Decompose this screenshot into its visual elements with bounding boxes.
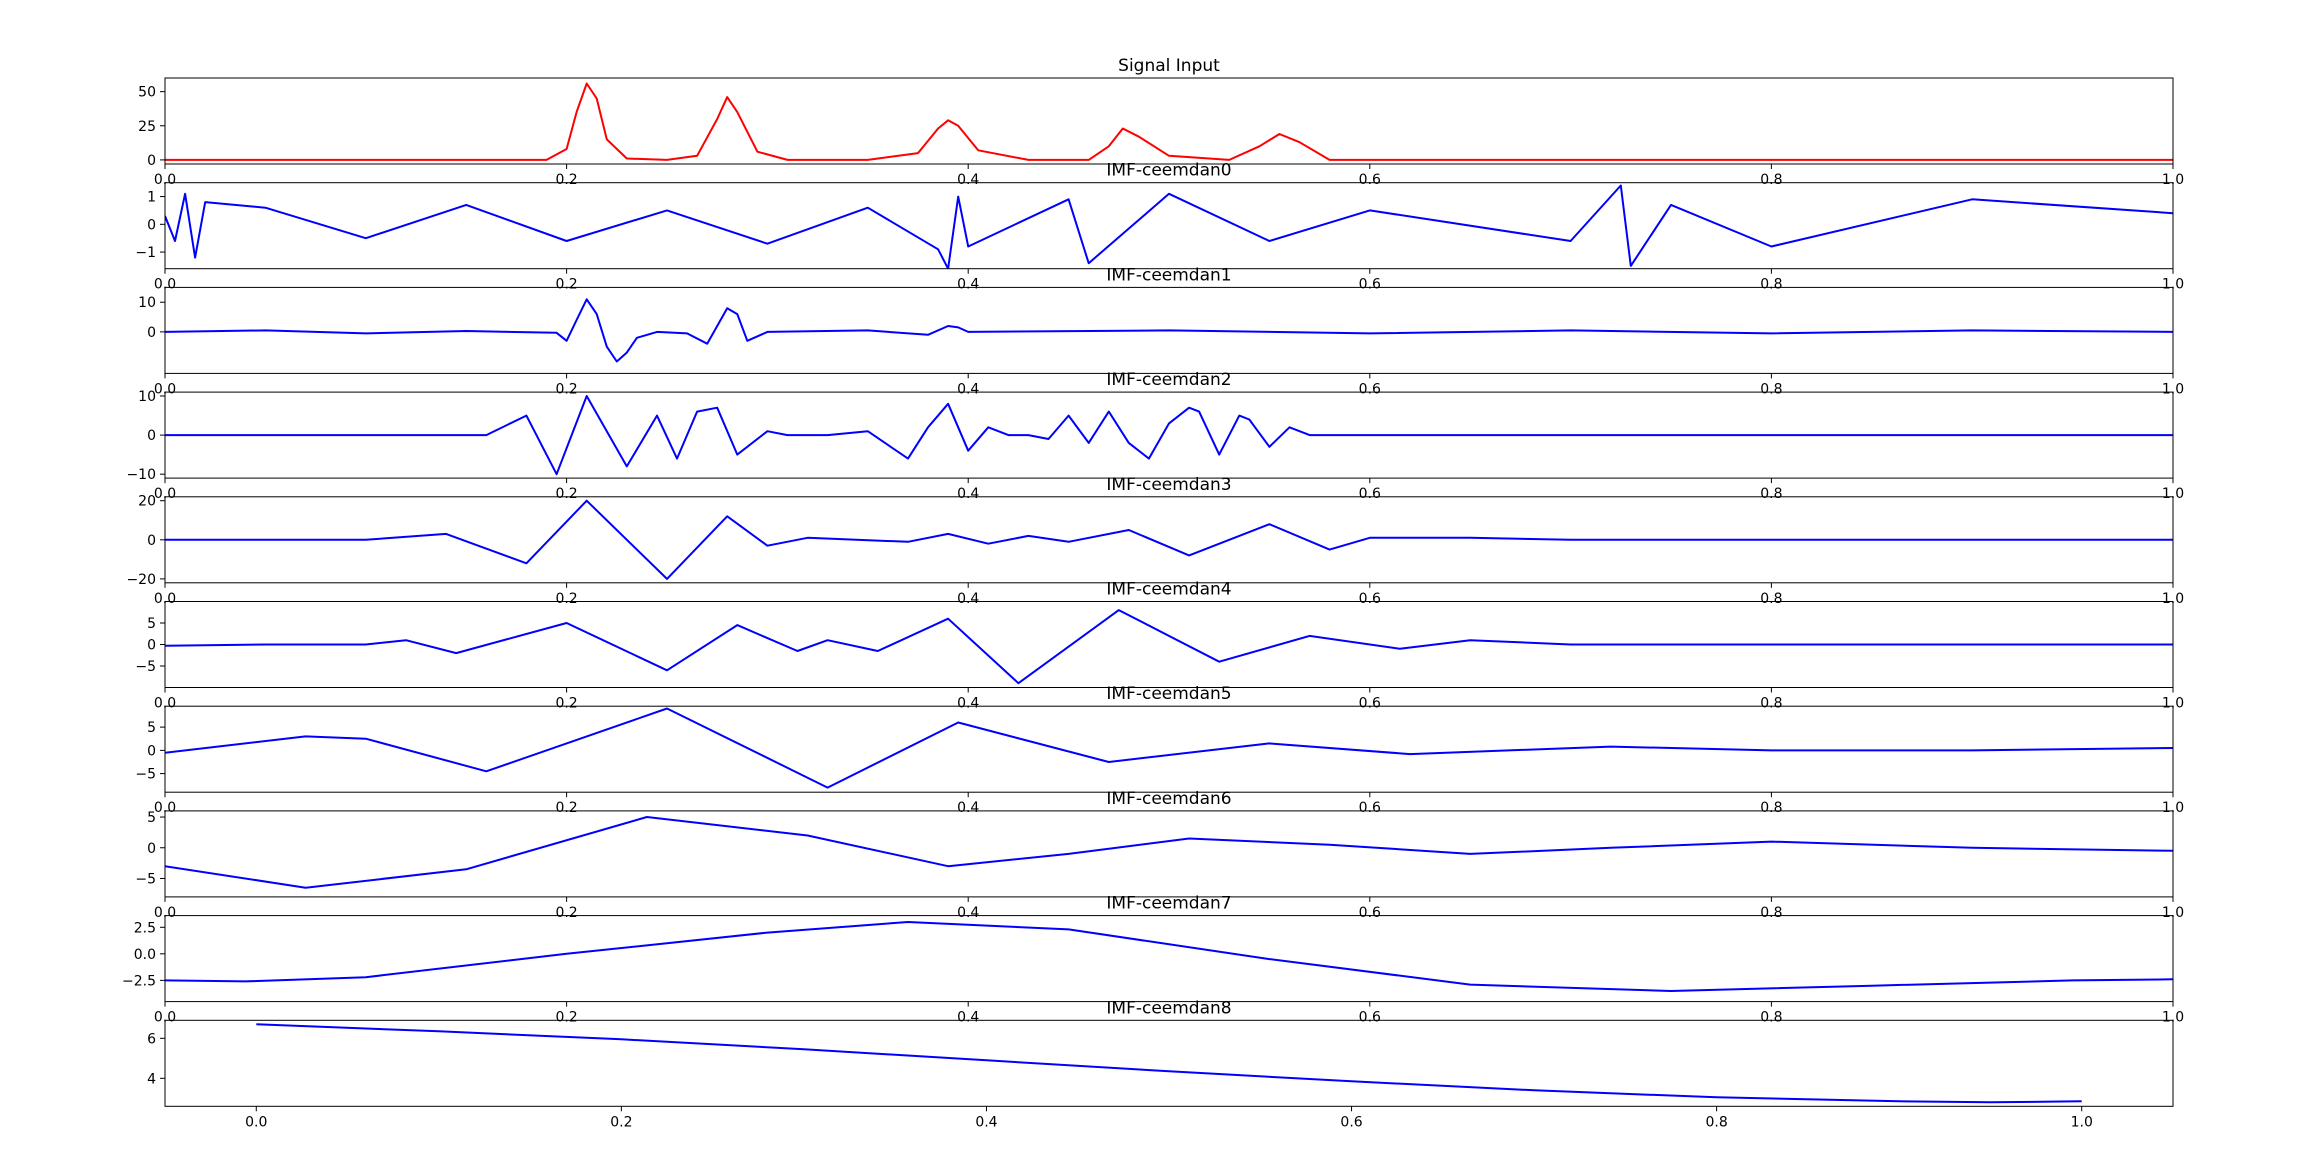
series-line-imf1 bbox=[165, 299, 2173, 361]
y-tick-label: −20 bbox=[126, 572, 156, 588]
y-tick-label: −5 bbox=[135, 659, 156, 675]
axes-frame bbox=[165, 78, 2173, 164]
series-line-imf5 bbox=[165, 709, 2173, 788]
series-line-imf6 bbox=[165, 817, 2173, 888]
y-tick-label: 0 bbox=[147, 638, 156, 654]
subplot-title: IMF-ceemdan7 bbox=[1106, 894, 1231, 914]
y-tick-label: 5 bbox=[147, 810, 156, 826]
x-tick-label: 0.4 bbox=[957, 277, 979, 293]
x-tick-label: 0.2 bbox=[555, 381, 577, 397]
subplot-title: IMF-ceemdan5 bbox=[1106, 684, 1231, 704]
y-tick-label: 2.5 bbox=[134, 920, 156, 936]
x-tick-label: 0.4 bbox=[957, 800, 979, 816]
axes-frame bbox=[165, 916, 2173, 1002]
x-tick-label: 0.6 bbox=[1359, 486, 1381, 502]
x-tick-label: 0.6 bbox=[1359, 591, 1381, 607]
x-tick-label: 0.2 bbox=[555, 696, 577, 712]
subplot-title: IMF-ceemdan6 bbox=[1106, 789, 1231, 809]
axes-frame bbox=[165, 811, 2173, 897]
y-tick-label: 0 bbox=[147, 743, 156, 759]
x-tick-label: 0.8 bbox=[1760, 1010, 1782, 1026]
x-tick-label: 0.2 bbox=[610, 1114, 632, 1130]
x-tick-label: 0.8 bbox=[1760, 486, 1782, 502]
figure: Signal Input0.0 0.2 0.4 0.6 0.8 1.002550IMF-c… bbox=[0, 0, 2324, 1168]
x-tick-label: 0.8 bbox=[1706, 1114, 1728, 1130]
x-tick-label: 0.8 bbox=[1760, 696, 1782, 712]
y-tick-label: 0 bbox=[147, 153, 156, 169]
x-tick-label: 0.0 bbox=[245, 1114, 267, 1130]
y-tick-label: 0 bbox=[147, 533, 156, 549]
y-tick-label: 5 bbox=[147, 720, 156, 736]
x-tick-label: 0.4 bbox=[957, 486, 979, 502]
x-tick-label: 0.8 bbox=[1760, 172, 1782, 188]
y-tick-label: −1 bbox=[135, 245, 156, 261]
x-tick-label: 0.6 bbox=[1359, 1010, 1381, 1026]
subplot-title: IMF-ceemdan0 bbox=[1106, 161, 1231, 181]
axes-frame bbox=[165, 706, 2173, 792]
series-line-imf2 bbox=[165, 396, 2173, 474]
x-tick-label: 0.8 bbox=[1760, 381, 1782, 397]
y-tick-label: 6 bbox=[147, 1031, 156, 1047]
x-tick-label: 0.6 bbox=[1359, 800, 1381, 816]
x-tick-label: 0.8 bbox=[1760, 800, 1782, 816]
x-tick-label: 0.6 bbox=[1359, 172, 1381, 188]
x-tick-label: 0.2 bbox=[555, 591, 577, 607]
y-tick-label: −2.5 bbox=[122, 973, 156, 989]
x-tick-label: 0.6 bbox=[1359, 277, 1381, 293]
y-tick-label: 10 bbox=[138, 389, 156, 405]
x-tick-label: 0.8 bbox=[1760, 905, 1782, 921]
y-tick-label: 10 bbox=[138, 295, 156, 311]
subplot-title: IMF-ceemdan3 bbox=[1106, 475, 1231, 495]
y-tick-label: 4 bbox=[147, 1071, 156, 1087]
subplot-title: IMF-ceemdan4 bbox=[1106, 580, 1231, 600]
series-line-imf3 bbox=[165, 501, 2173, 579]
x-tick-label: 0.6 bbox=[1359, 905, 1381, 921]
x-tick-label: 0.2 bbox=[555, 172, 577, 188]
y-tick-label: 5 bbox=[147, 616, 156, 632]
subplot-9: IMF-ceemdan8 0.0 0.2 0.4 0.6 0.8 1.0 4 6 bbox=[147, 998, 2173, 1130]
x-tick-label: 0.4 bbox=[957, 1010, 979, 1026]
subplot-title: IMF-ceemdan2 bbox=[1106, 370, 1231, 390]
y-tick-label: 0 bbox=[147, 217, 156, 233]
x-tick-label: 0.2 bbox=[555, 486, 577, 502]
x-tick-label: 0.2 bbox=[555, 800, 577, 816]
series-line-imf7 bbox=[165, 922, 2173, 991]
y-tick-label: −5 bbox=[135, 767, 156, 783]
y-tick-label: 0 bbox=[147, 428, 156, 444]
subplot-title: IMF-ceemdan8 bbox=[1106, 998, 1231, 1018]
y-tick-label: −10 bbox=[126, 467, 156, 483]
x-tick-label: 0.2 bbox=[555, 1010, 577, 1026]
x-tick-label: 0.4 bbox=[975, 1114, 997, 1130]
x-tick-label: 0.8 bbox=[1760, 277, 1782, 293]
axes-frame bbox=[165, 183, 2173, 269]
x-tick-label: 0.4 bbox=[957, 591, 979, 607]
y-tick-label: 50 bbox=[138, 85, 156, 101]
y-tick-label: 20 bbox=[138, 494, 156, 510]
x-tick-label: 1.0 bbox=[2071, 1114, 2093, 1130]
subplot-title: Signal Input bbox=[1118, 56, 1220, 76]
series-line-imf4 bbox=[165, 610, 2173, 683]
series-line-signal bbox=[165, 84, 2173, 160]
y-tick-label: −5 bbox=[135, 871, 156, 887]
y-tick-label: 0.0 bbox=[134, 947, 156, 963]
series-line-imf0 bbox=[165, 186, 2173, 269]
x-tick-label: 0.6 bbox=[1359, 696, 1381, 712]
y-tick-label: 0 bbox=[147, 325, 156, 341]
x-tick-label: 0.4 bbox=[957, 172, 979, 188]
x-tick-label: 0.2 bbox=[555, 277, 577, 293]
x-tick-label: 0.4 bbox=[957, 381, 979, 397]
x-tick-label: 0.2 bbox=[555, 905, 577, 921]
y-tick-label: 0 bbox=[147, 841, 156, 857]
subplot-title: IMF-ceemdan1 bbox=[1106, 265, 1231, 285]
x-tick-label: 0.8 bbox=[1760, 591, 1782, 607]
x-tick-label: 0.4 bbox=[957, 696, 979, 712]
x-tick-label: 0.6 bbox=[1340, 1114, 1362, 1130]
x-tick-label: 0.4 bbox=[957, 905, 979, 921]
x-tick-label: 0.6 bbox=[1359, 381, 1381, 397]
series-line-imf8 bbox=[256, 1024, 2081, 1102]
y-tick-label: 25 bbox=[138, 119, 156, 135]
y-tick-label: 1 bbox=[147, 190, 156, 206]
